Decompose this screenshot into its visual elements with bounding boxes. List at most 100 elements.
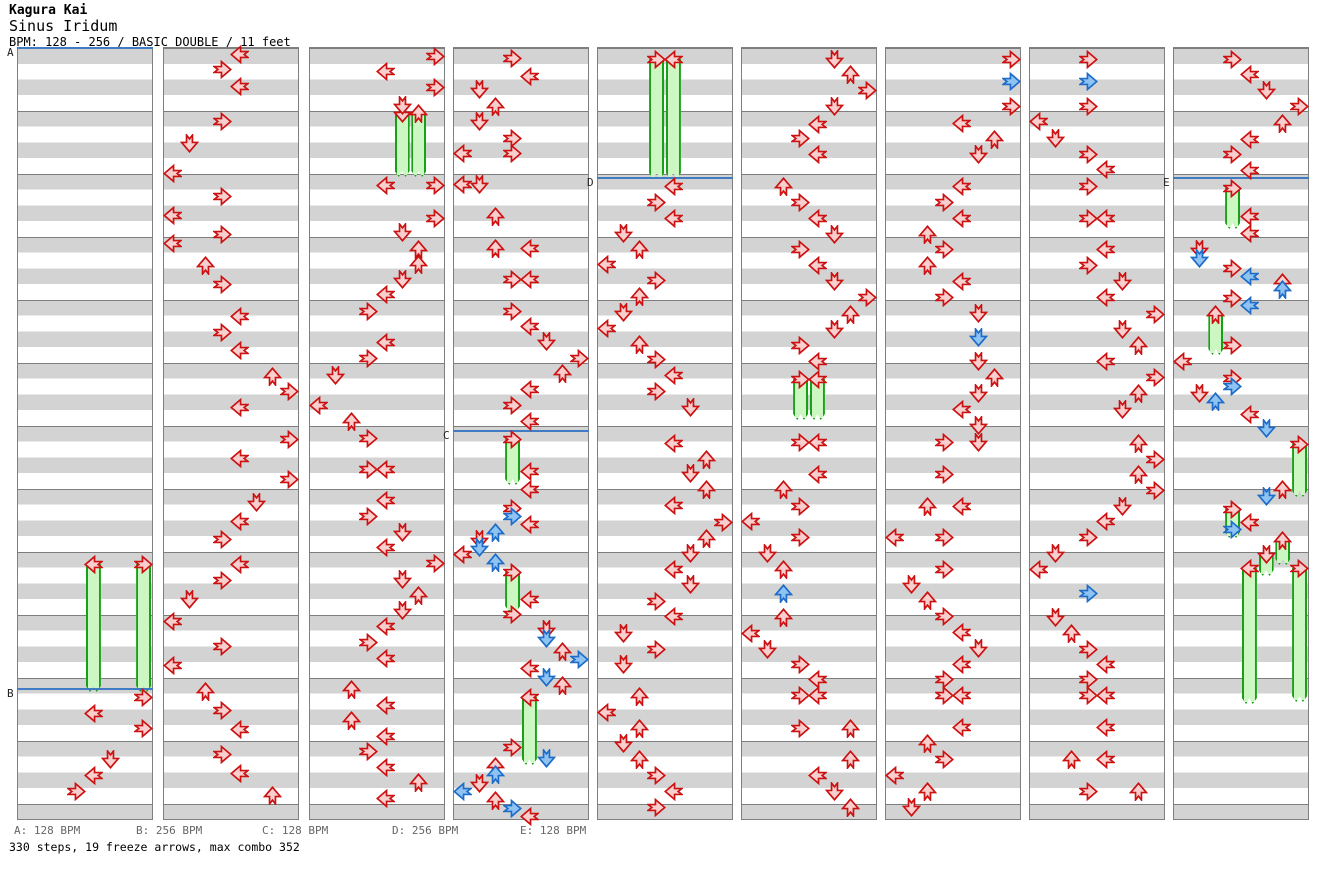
step-arrow-up-icon bbox=[486, 552, 506, 572]
step-arrow-left-icon bbox=[519, 806, 539, 826]
step-arrow-left-icon bbox=[1239, 266, 1259, 286]
step-arrow-up-icon bbox=[1129, 335, 1149, 355]
step-arrow-up-icon bbox=[697, 479, 717, 499]
step-arrow-right-icon bbox=[359, 632, 379, 652]
step-arrow-right-icon bbox=[359, 348, 379, 368]
stepchart-column-8 bbox=[1028, 47, 1166, 820]
step-arrow-left-icon bbox=[740, 511, 760, 531]
step-arrow-left-icon bbox=[375, 648, 395, 668]
step-arrow-down-icon bbox=[824, 224, 844, 244]
step-arrow-right-icon bbox=[935, 287, 955, 307]
step-arrow-up-icon bbox=[630, 686, 650, 706]
step-arrow-right-icon bbox=[570, 649, 590, 669]
step-arrow-down-icon bbox=[1112, 319, 1132, 339]
step-arrow-left-icon bbox=[663, 559, 683, 579]
step-arrow-left-icon bbox=[807, 765, 827, 785]
step-arrow-left-icon bbox=[162, 163, 182, 183]
stepchart-column-7 bbox=[884, 47, 1022, 820]
step-arrow-right-icon bbox=[1223, 519, 1243, 539]
step-arrow-down-icon bbox=[179, 133, 199, 153]
bpm-change-line-A bbox=[17, 47, 153, 49]
bpm-legend-entry: C: 128 BPM bbox=[262, 824, 329, 837]
step-arrow-left-icon bbox=[663, 433, 683, 453]
freeze-arrow-body bbox=[86, 564, 101, 692]
step-arrow-down-icon bbox=[1112, 496, 1132, 516]
step-arrow-right-icon bbox=[1002, 71, 1022, 91]
step-arrow-down-icon bbox=[968, 432, 988, 452]
step-arrow-down-icon bbox=[1256, 486, 1276, 506]
step-arrow-up-icon bbox=[918, 590, 938, 610]
step-arrow-right-icon bbox=[1079, 71, 1099, 91]
step-arrow-left-icon bbox=[596, 702, 616, 722]
step-arrow-left-icon bbox=[663, 176, 683, 196]
freeze-arrow-body bbox=[666, 59, 681, 179]
step-arrow-right-icon bbox=[791, 432, 811, 452]
freeze-arrow-head-left-icon bbox=[519, 687, 539, 707]
step-arrow-down-icon bbox=[325, 365, 345, 385]
step-arrow-down-icon bbox=[1112, 271, 1132, 291]
step-arrow-right-icon bbox=[791, 685, 811, 705]
step-arrow-right-icon bbox=[1146, 480, 1166, 500]
step-arrow-up-icon bbox=[263, 785, 283, 805]
step-arrow-down-icon bbox=[392, 269, 412, 289]
step-arrow-up-icon bbox=[1273, 279, 1293, 299]
step-arrow-down-icon bbox=[469, 174, 489, 194]
freeze-arrow-body bbox=[1242, 568, 1257, 704]
step-arrow-right-icon bbox=[647, 270, 667, 290]
step-arrow-right-icon bbox=[426, 175, 446, 195]
step-arrow-left-icon bbox=[375, 695, 395, 715]
step-arrow-left-icon bbox=[519, 316, 539, 336]
step-arrow-right-icon bbox=[791, 128, 811, 148]
step-arrow-left-icon bbox=[162, 205, 182, 225]
step-arrow-down-icon bbox=[613, 302, 633, 322]
step-arrow-right-icon bbox=[280, 469, 300, 489]
step-arrow-left-icon bbox=[1095, 239, 1115, 259]
step-arrow-left-icon bbox=[1095, 717, 1115, 737]
freeze-arrow-head-up-icon bbox=[409, 103, 429, 123]
step-arrow-left-icon bbox=[519, 589, 539, 609]
step-arrow-down-icon bbox=[757, 543, 777, 563]
step-arrow-right-icon bbox=[791, 192, 811, 212]
step-arrow-down-icon bbox=[824, 319, 844, 339]
step-arrow-up-icon bbox=[774, 607, 794, 627]
step-arrow-left-icon bbox=[884, 527, 904, 547]
step-arrow-down-icon bbox=[968, 638, 988, 658]
bpm-change-line-E bbox=[1173, 177, 1309, 179]
step-arrow-down-icon bbox=[757, 639, 777, 659]
step-arrow-right-icon bbox=[935, 239, 955, 259]
step-arrow-right-icon bbox=[935, 192, 955, 212]
step-arrow-down-icon bbox=[536, 748, 556, 768]
step-arrow-right-icon bbox=[1290, 96, 1310, 116]
step-arrow-right-icon bbox=[280, 429, 300, 449]
step-arrow-right-icon bbox=[1146, 449, 1166, 469]
step-arrow-left-icon bbox=[519, 269, 539, 289]
step-arrow-left-icon bbox=[1239, 404, 1259, 424]
step-arrow-left-icon bbox=[229, 448, 249, 468]
step-arrow-down-icon bbox=[100, 749, 120, 769]
step-arrow-right-icon bbox=[503, 269, 523, 289]
step-arrow-down-icon bbox=[824, 271, 844, 291]
step-arrow-down-icon bbox=[968, 303, 988, 323]
step-arrow-left-icon bbox=[1172, 351, 1192, 371]
step-arrow-up-icon bbox=[1129, 464, 1149, 484]
step-arrow-down-icon bbox=[901, 797, 921, 817]
step-arrow-down-icon bbox=[536, 619, 556, 639]
step-arrow-up-icon bbox=[342, 411, 362, 431]
step-arrow-left-icon bbox=[519, 479, 539, 499]
step-arrow-right-icon bbox=[935, 432, 955, 452]
step-arrow-up-icon bbox=[630, 334, 650, 354]
freeze-arrow-body bbox=[522, 697, 537, 765]
step-arrow-left-icon bbox=[807, 114, 827, 134]
step-arrow-right-icon bbox=[1002, 96, 1022, 116]
step-arrow-right-icon bbox=[213, 111, 233, 131]
freeze-arrow-head-right-icon bbox=[1223, 499, 1243, 519]
step-arrow-left-icon bbox=[229, 44, 249, 64]
step-arrow-left-icon bbox=[951, 113, 971, 133]
freeze-arrow-head-right-icon bbox=[791, 369, 811, 389]
step-arrow-left-icon bbox=[807, 255, 827, 275]
step-arrow-left-icon bbox=[1095, 654, 1115, 674]
step-arrow-left-icon bbox=[452, 174, 472, 194]
step-arrow-right-icon bbox=[1223, 376, 1243, 396]
step-arrow-up-icon bbox=[841, 64, 861, 84]
